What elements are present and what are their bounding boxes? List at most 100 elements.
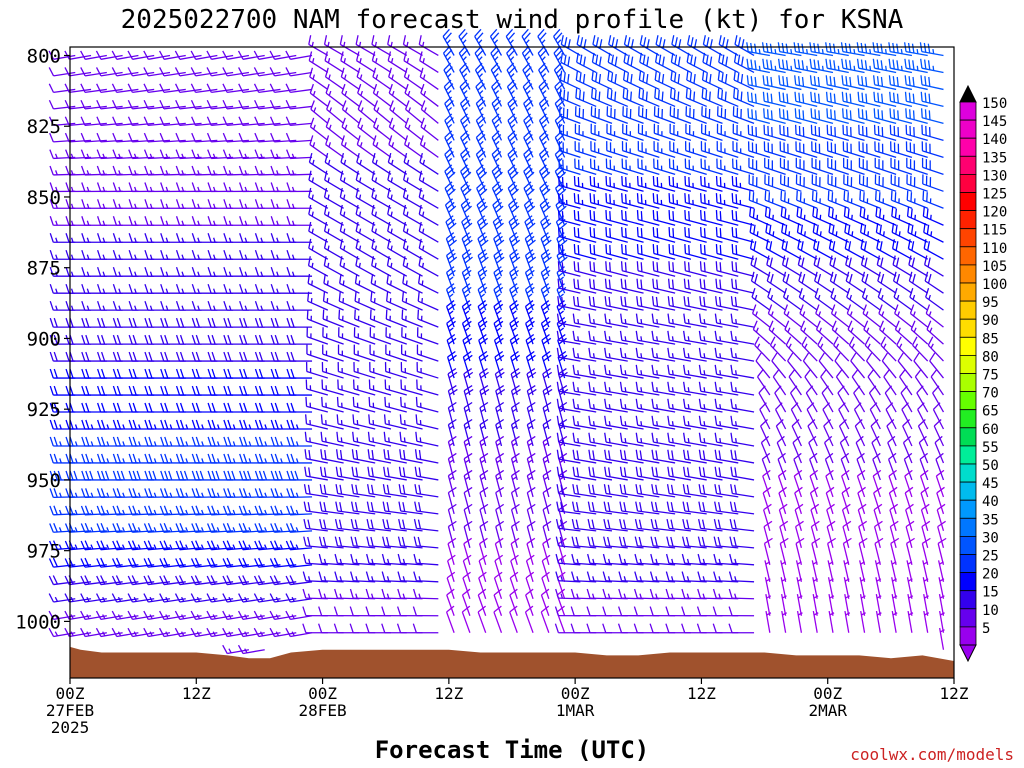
wind-barb	[49, 149, 76, 160]
colorbar-swatch	[959, 192, 977, 212]
y-tick-label: 800	[27, 45, 61, 67]
x-tick-label: 12Z	[687, 684, 716, 703]
credit-text: coolwx.com/models	[850, 745, 1014, 764]
wind-barb	[64, 99, 92, 110]
colorbar-swatch	[959, 101, 977, 121]
colorbar-swatch	[959, 228, 977, 248]
y-tick-label: 950	[27, 470, 61, 492]
colorbar-swatch	[959, 354, 977, 374]
wind-barb	[80, 99, 107, 110]
colorbar-label: 50	[982, 458, 999, 474]
y-tick-label: 975	[27, 541, 61, 563]
colorbar-label: 20	[982, 567, 999, 583]
colorbar-label: 80	[982, 349, 999, 365]
colorbar-label: 145	[982, 114, 1007, 130]
wind-barb	[49, 132, 76, 143]
wind-barb	[127, 83, 155, 93]
wind-barb	[96, 557, 123, 568]
wind-barb	[64, 67, 92, 77]
colorbar-swatch	[959, 155, 977, 175]
x-tick-label: 12Z	[940, 684, 969, 703]
x-tick-label: 12Z	[182, 684, 211, 703]
wind-barb	[80, 116, 107, 127]
wind-barb	[80, 505, 107, 516]
wind-barbs	[48, 28, 947, 655]
colorbar-swatch	[959, 336, 977, 356]
colorbar-label: 120	[982, 205, 1007, 221]
colorbar-swatch	[959, 210, 977, 230]
wind-barb	[64, 540, 92, 551]
x-axis-label: Forecast Time (UTC)	[375, 736, 650, 764]
y-tick-label: 900	[27, 328, 61, 350]
wind-barb	[80, 557, 107, 568]
colorbar-swatch	[959, 373, 977, 393]
wind-barb	[127, 67, 155, 77]
colorbar-label: 90	[982, 313, 999, 329]
colorbar-swatch	[959, 137, 977, 157]
wind-barb	[48, 540, 76, 551]
colorbar-label: 70	[982, 386, 999, 402]
wind-barb	[96, 540, 123, 551]
wind-barb	[112, 557, 139, 568]
colorbar-label: 65	[982, 404, 999, 420]
wind-barb	[96, 83, 123, 93]
colorbar-swatch	[959, 391, 977, 411]
colorbar-label: 35	[982, 512, 999, 528]
wind-barb	[80, 522, 107, 533]
wind-barb	[64, 83, 92, 93]
colorbar-top-arrow	[959, 84, 977, 103]
colorbar-label: 25	[982, 549, 999, 565]
speed-colorbar: 1501451401351301251201151101051009590858…	[959, 84, 1007, 663]
colorbar-swatch	[959, 119, 977, 139]
y-tick-label: 925	[27, 399, 61, 421]
y-tick-label: 825	[27, 116, 61, 138]
wind-barb	[96, 505, 123, 516]
colorbar-swatch	[959, 300, 977, 320]
colorbar-swatch	[959, 499, 977, 519]
wind-barb	[127, 99, 155, 110]
wind-barb	[128, 132, 155, 143]
wind-barb	[112, 505, 139, 516]
colorbar-swatch	[959, 318, 977, 338]
wind-barb	[96, 116, 123, 127]
colorbar-label: 75	[982, 368, 999, 384]
wind-barb	[112, 149, 139, 160]
wind-barb	[96, 522, 123, 533]
colorbar-label: 130	[982, 168, 1007, 184]
wind-barb	[111, 50, 139, 60]
wind-barb	[64, 132, 92, 143]
wind-barb	[112, 522, 139, 533]
colorbar-swatch	[959, 246, 977, 266]
wind-barb	[80, 132, 107, 143]
wind-barb	[80, 83, 107, 93]
colorbar-label: 105	[982, 259, 1007, 275]
colorbar-swatch	[959, 554, 977, 574]
colorbar-swatch	[959, 463, 977, 483]
wind-barb	[80, 50, 107, 60]
wind-barb	[128, 149, 155, 160]
colorbar-label: 15	[982, 585, 999, 601]
colorbar-label: 100	[982, 277, 1007, 293]
wind-barb	[48, 116, 76, 127]
wind-barb	[48, 83, 76, 93]
x-tick-label: 1MAR	[556, 701, 595, 720]
colorbar-swatch	[959, 590, 977, 610]
colorbar-label: 5	[982, 621, 990, 637]
colorbar-label: 110	[982, 241, 1007, 257]
wind-barb	[48, 99, 76, 110]
colorbar-swatch	[959, 409, 977, 429]
wind-barb	[127, 50, 155, 60]
wind-barb	[96, 132, 123, 143]
colorbar-label: 45	[982, 476, 999, 492]
wind-barb	[80, 540, 107, 551]
colorbar-bottom-arrow	[959, 644, 977, 663]
colorbar-swatch	[959, 173, 977, 193]
wind-barb	[48, 557, 76, 568]
colorbar-label: 125	[982, 187, 1007, 203]
wind-barb	[48, 50, 76, 60]
colorbar-label: 30	[982, 530, 999, 546]
wind-barb	[95, 67, 123, 77]
wind-barb	[112, 132, 139, 143]
x-tick-label: 12Z	[434, 684, 463, 703]
